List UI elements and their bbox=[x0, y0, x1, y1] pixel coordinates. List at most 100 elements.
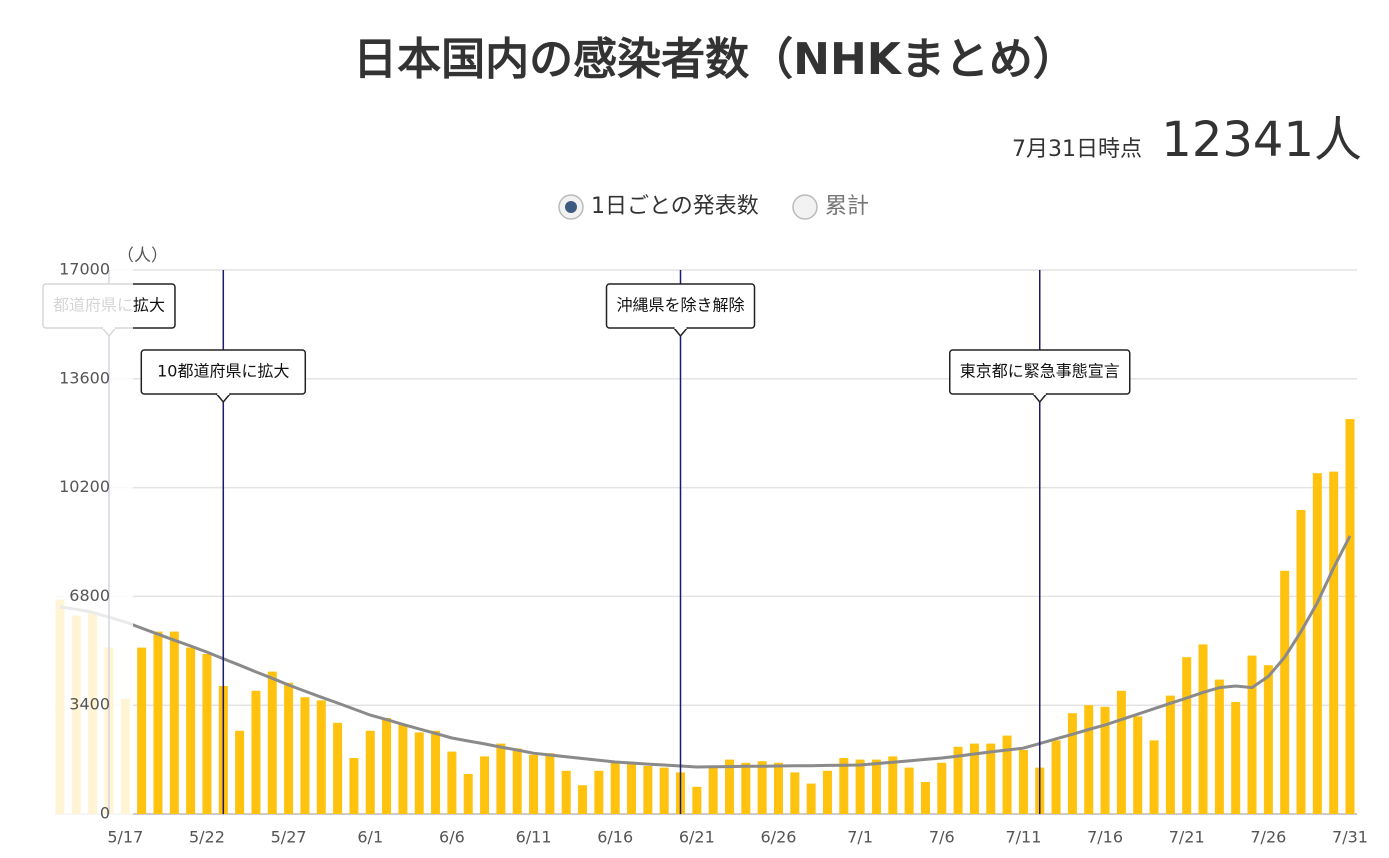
average-line bbox=[59, 535, 1352, 769]
bar bbox=[741, 762, 751, 814]
x-tick-label: 7/21 bbox=[1169, 828, 1205, 847]
bar bbox=[545, 753, 555, 814]
bar bbox=[855, 759, 865, 814]
bar bbox=[414, 732, 424, 814]
bar bbox=[1263, 665, 1273, 814]
bar bbox=[986, 743, 996, 814]
bar bbox=[1116, 690, 1126, 814]
bar bbox=[235, 730, 245, 814]
bar bbox=[904, 767, 914, 814]
bar bbox=[202, 654, 212, 814]
y-tick-label: 3400 bbox=[69, 695, 110, 714]
event-pointer bbox=[1032, 393, 1048, 404]
pointer-cover bbox=[217, 392, 230, 395]
bar bbox=[1002, 735, 1012, 814]
x-tick-label: 5/27 bbox=[271, 828, 307, 847]
bar bbox=[757, 761, 767, 814]
bar bbox=[1165, 695, 1175, 814]
bar bbox=[1214, 679, 1224, 814]
bar bbox=[724, 759, 734, 814]
event-label: 10都道府県に拡大 bbox=[157, 362, 289, 381]
bar bbox=[1018, 750, 1028, 814]
pointer-cover bbox=[674, 326, 687, 329]
bar bbox=[529, 754, 539, 814]
bar bbox=[937, 762, 947, 814]
bar bbox=[137, 647, 147, 814]
y-tick-label: 6800 bbox=[69, 586, 110, 605]
radio[interactable] bbox=[792, 194, 818, 220]
bar bbox=[382, 718, 392, 814]
x-tick-label: 6/1 bbox=[357, 828, 383, 847]
x-tick-label: 7/11 bbox=[1005, 828, 1041, 847]
x-tick-label: 7/31 bbox=[1332, 828, 1368, 847]
y-tick-label: 17000 bbox=[59, 260, 110, 279]
bar bbox=[806, 783, 816, 814]
bar bbox=[169, 631, 179, 814]
bar bbox=[1329, 471, 1339, 814]
bar bbox=[398, 724, 408, 814]
bar bbox=[186, 647, 196, 814]
x-tick-label: 6/21 bbox=[679, 828, 715, 847]
bar bbox=[512, 748, 522, 814]
event-label: 沖縄県を除き解除 bbox=[616, 296, 744, 315]
bar bbox=[969, 743, 979, 814]
bar bbox=[627, 762, 637, 814]
y-tick-label: 13600 bbox=[59, 368, 110, 387]
bar bbox=[839, 758, 849, 814]
bar bbox=[316, 700, 326, 814]
radio-label[interactable]: 累計 bbox=[825, 194, 869, 219]
bar bbox=[920, 782, 930, 814]
bar bbox=[1182, 657, 1192, 814]
x-tick-label: 6/26 bbox=[761, 828, 797, 847]
bar bbox=[480, 756, 490, 814]
x-tick-label: 7/16 bbox=[1087, 828, 1123, 847]
event-label: 東京都に緊急事態宣言 bbox=[960, 362, 1120, 381]
x-tick-label: 5/22 bbox=[189, 828, 225, 847]
bar bbox=[1280, 570, 1290, 814]
bar bbox=[822, 770, 832, 814]
bar bbox=[365, 730, 375, 814]
bar bbox=[610, 762, 620, 814]
bar bbox=[871, 759, 881, 814]
bar bbox=[1198, 644, 1208, 814]
x-tick-label: 7/1 bbox=[847, 828, 873, 847]
x-tick-label: 7/26 bbox=[1250, 828, 1286, 847]
x-tick-label: 7/6 bbox=[929, 828, 955, 847]
radio-label[interactable]: 1日ごとの発表数 bbox=[591, 194, 759, 219]
headline: 12341人 bbox=[1161, 112, 1362, 168]
bar bbox=[153, 631, 163, 814]
bar bbox=[300, 697, 310, 814]
bar bbox=[561, 770, 571, 814]
x-tick-label: 5/17 bbox=[107, 828, 143, 847]
event-pointer bbox=[672, 327, 689, 338]
chart-title: 日本国内の感染者数（NHKまとめ） bbox=[353, 34, 1077, 85]
as-of: 7月31日時点 bbox=[1012, 137, 1142, 162]
bar bbox=[447, 751, 457, 814]
bar bbox=[1296, 510, 1306, 814]
bar bbox=[1345, 419, 1355, 814]
bar bbox=[773, 762, 783, 814]
bar bbox=[1231, 702, 1241, 814]
bar bbox=[1067, 713, 1077, 814]
fade-overlay bbox=[0, 262, 133, 837]
bar bbox=[349, 758, 359, 814]
y-tick-label: 0 bbox=[100, 804, 110, 823]
bar bbox=[1133, 716, 1143, 814]
bar bbox=[431, 730, 441, 814]
bar bbox=[284, 682, 294, 814]
radio-dot bbox=[565, 201, 577, 213]
bar bbox=[1312, 473, 1322, 814]
bar bbox=[708, 767, 718, 814]
bar bbox=[333, 722, 343, 814]
bar bbox=[659, 767, 669, 814]
bar bbox=[578, 785, 588, 814]
bar bbox=[953, 746, 963, 814]
bar bbox=[1051, 740, 1061, 814]
pointer-cover bbox=[1033, 392, 1046, 395]
bar bbox=[888, 756, 898, 814]
event-pointer bbox=[215, 393, 231, 404]
bar bbox=[790, 772, 800, 814]
bar bbox=[463, 774, 473, 814]
